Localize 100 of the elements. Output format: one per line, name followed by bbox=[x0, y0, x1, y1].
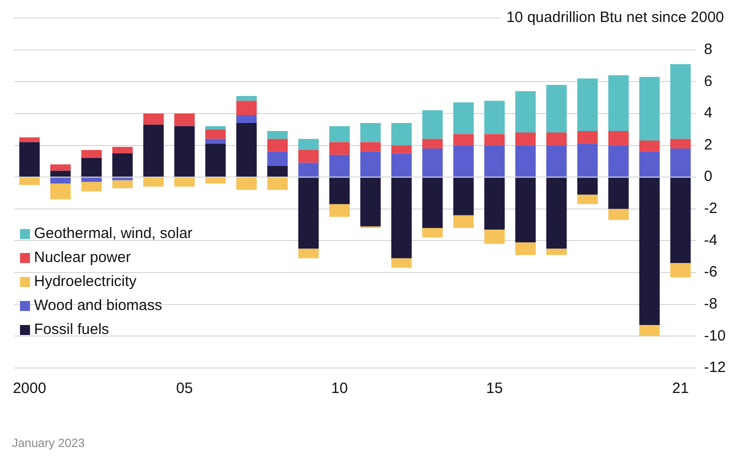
bar bbox=[236, 100, 257, 116]
bar bbox=[484, 230, 505, 244]
bar bbox=[298, 138, 319, 150]
bar bbox=[81, 158, 102, 177]
bar bbox=[298, 178, 319, 249]
bar bbox=[112, 180, 133, 188]
bar bbox=[639, 178, 660, 326]
bar bbox=[608, 145, 629, 177]
bar bbox=[391, 258, 412, 268]
bar bbox=[112, 178, 133, 180]
y-tick-label: -8 bbox=[704, 296, 718, 313]
bar bbox=[267, 130, 288, 139]
bar bbox=[577, 130, 598, 144]
y-tick-label: 6 bbox=[704, 72, 712, 90]
bar bbox=[174, 178, 195, 187]
bar bbox=[236, 115, 257, 123]
bar bbox=[577, 194, 598, 204]
bar bbox=[546, 178, 567, 249]
bar bbox=[670, 263, 691, 278]
bar bbox=[422, 178, 443, 228]
bar bbox=[298, 150, 319, 163]
y-axis-title: 10 quadrillion Btu net since 2000 bbox=[506, 9, 724, 26]
bar bbox=[205, 138, 226, 144]
bar bbox=[391, 145, 412, 154]
bar bbox=[608, 178, 629, 209]
bar bbox=[236, 178, 257, 190]
bar bbox=[639, 140, 660, 152]
bar bbox=[515, 91, 536, 133]
legend-label: Hydroelectricity bbox=[34, 272, 137, 292]
bar bbox=[608, 75, 629, 131]
bar bbox=[422, 148, 443, 177]
y-tick-label: -6 bbox=[704, 264, 718, 281]
bar bbox=[546, 248, 567, 256]
bar bbox=[143, 113, 164, 125]
bar bbox=[112, 153, 133, 177]
bar bbox=[391, 123, 412, 146]
y-tick-label: -2 bbox=[704, 200, 718, 218]
bar bbox=[50, 178, 71, 184]
x-tick-label: 2000 bbox=[12, 380, 46, 398]
bar bbox=[639, 325, 660, 336]
y-tick-label: -4 bbox=[704, 232, 718, 249]
bar bbox=[453, 102, 474, 134]
bar bbox=[453, 134, 474, 146]
bar bbox=[670, 64, 691, 139]
y-tick-label: 4 bbox=[704, 104, 712, 122]
bar bbox=[639, 152, 660, 177]
x-tick-label: 21 bbox=[672, 380, 689, 398]
bar bbox=[50, 170, 71, 177]
bar bbox=[515, 132, 536, 146]
bar bbox=[484, 100, 505, 134]
bar bbox=[329, 178, 350, 204]
bar bbox=[19, 142, 40, 177]
bar bbox=[422, 110, 443, 139]
bar bbox=[81, 150, 102, 158]
bar bbox=[391, 153, 412, 177]
bar bbox=[453, 178, 474, 216]
legend-label: Wood and biomass bbox=[34, 296, 162, 316]
bar bbox=[267, 178, 288, 190]
bar bbox=[329, 142, 350, 155]
bar bbox=[608, 130, 629, 146]
bar bbox=[267, 138, 288, 152]
bar bbox=[546, 84, 567, 133]
bar bbox=[360, 123, 381, 142]
bar bbox=[670, 138, 691, 148]
bar bbox=[236, 96, 257, 101]
bar bbox=[81, 182, 102, 192]
bar bbox=[298, 162, 319, 177]
bar bbox=[484, 145, 505, 177]
bar bbox=[453, 215, 474, 228]
bar bbox=[205, 129, 226, 139]
y-tick-label: -12 bbox=[704, 359, 726, 376]
legend-label: Geothermal, wind, solar bbox=[34, 224, 192, 244]
bar bbox=[205, 126, 226, 130]
bar bbox=[329, 126, 350, 142]
text: January 2023 bbox=[12, 436, 85, 450]
y-tick-label: 2 bbox=[704, 136, 712, 154]
bar bbox=[205, 178, 226, 184]
bar bbox=[577, 144, 598, 177]
bar bbox=[484, 134, 505, 146]
bar bbox=[267, 166, 288, 177]
bar bbox=[422, 138, 443, 148]
bar bbox=[577, 78, 598, 131]
bar bbox=[267, 152, 288, 166]
bar bbox=[515, 145, 536, 177]
bar bbox=[515, 178, 536, 242]
bar bbox=[112, 146, 133, 154]
x-tick-label: 15 bbox=[486, 380, 503, 398]
bar bbox=[50, 164, 71, 171]
bar bbox=[329, 204, 350, 217]
bar bbox=[298, 248, 319, 258]
legend-label: Fossil fuels bbox=[34, 320, 110, 340]
bar bbox=[515, 242, 536, 256]
bar bbox=[174, 113, 195, 126]
bar bbox=[577, 178, 598, 195]
bar bbox=[81, 178, 102, 182]
legend-label: Nuclear power bbox=[34, 248, 131, 268]
bar bbox=[639, 76, 660, 140]
bar bbox=[329, 154, 350, 177]
bar bbox=[670, 148, 691, 177]
bar bbox=[670, 178, 691, 263]
